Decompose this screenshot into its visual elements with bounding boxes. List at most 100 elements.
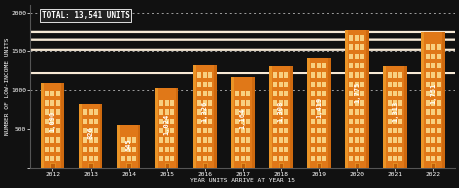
Bar: [235, 156, 239, 161]
Bar: [197, 128, 201, 133]
Bar: [50, 147, 54, 152]
Bar: [386, 109, 391, 115]
Bar: [322, 72, 326, 78]
Bar: [386, 147, 391, 152]
Bar: [354, 91, 358, 96]
Bar: [202, 128, 206, 133]
Text: 1,164: 1,164: [239, 107, 245, 129]
Bar: [316, 91, 320, 96]
Bar: [360, 72, 364, 78]
Bar: [235, 91, 239, 96]
Bar: [208, 156, 212, 161]
Bar: [392, 156, 396, 161]
Bar: [278, 109, 282, 115]
Bar: [40, 83, 64, 168]
Bar: [365, 30, 368, 168]
Bar: [159, 137, 163, 143]
Bar: [208, 109, 212, 115]
Bar: [273, 128, 277, 133]
Bar: [235, 147, 239, 152]
Bar: [202, 100, 206, 106]
Bar: [397, 147, 402, 152]
Bar: [246, 91, 250, 96]
Bar: [360, 128, 364, 133]
Bar: [311, 82, 315, 87]
Bar: [436, 91, 440, 96]
Bar: [94, 147, 98, 152]
Bar: [159, 128, 163, 133]
Bar: [197, 100, 201, 106]
Text: 1,419: 1,419: [315, 96, 321, 118]
Bar: [430, 72, 434, 78]
Ellipse shape: [0, 72, 147, 74]
Bar: [397, 109, 402, 115]
Bar: [322, 119, 326, 124]
Bar: [284, 147, 288, 152]
Bar: [316, 100, 320, 106]
Bar: [425, 147, 429, 152]
Bar: [316, 163, 320, 168]
Bar: [430, 109, 434, 115]
Bar: [273, 100, 277, 106]
Bar: [246, 100, 250, 106]
Ellipse shape: [11, 72, 459, 74]
Bar: [386, 91, 391, 96]
Text: 1,751: 1,751: [429, 82, 435, 104]
Bar: [430, 163, 434, 168]
Bar: [425, 100, 429, 106]
Bar: [354, 54, 358, 59]
Bar: [126, 137, 130, 143]
Ellipse shape: [0, 39, 459, 41]
Bar: [155, 88, 178, 168]
Bar: [208, 82, 212, 87]
Bar: [397, 72, 402, 78]
Bar: [56, 137, 60, 143]
Ellipse shape: [0, 49, 459, 50]
Bar: [322, 156, 326, 161]
Ellipse shape: [7, 39, 459, 40]
Bar: [269, 66, 292, 168]
Bar: [386, 72, 391, 78]
Bar: [307, 58, 309, 168]
Bar: [170, 128, 174, 133]
Bar: [284, 100, 288, 106]
Bar: [322, 100, 326, 106]
Bar: [273, 72, 277, 78]
Y-axis label: NUMBER OF LOW-INCOME UNITS: NUMBER OF LOW-INCOME UNITS: [5, 37, 10, 135]
Bar: [397, 128, 402, 133]
Bar: [425, 63, 429, 68]
Bar: [246, 119, 250, 124]
Bar: [45, 137, 49, 143]
Bar: [354, 137, 358, 143]
Bar: [436, 119, 440, 124]
Bar: [202, 137, 206, 143]
Bar: [273, 109, 277, 115]
Bar: [436, 44, 440, 50]
Bar: [235, 100, 239, 106]
Bar: [235, 109, 239, 115]
Bar: [430, 63, 434, 68]
Bar: [192, 65, 216, 168]
Bar: [197, 119, 201, 124]
Bar: [420, 32, 423, 168]
Bar: [430, 44, 434, 50]
Bar: [240, 147, 244, 152]
Bar: [436, 137, 440, 143]
Bar: [278, 119, 282, 124]
Bar: [284, 119, 288, 124]
Text: TOTAL: 13,541 UNITS: TOTAL: 13,541 UNITS: [42, 11, 129, 20]
Bar: [392, 147, 396, 152]
Bar: [208, 147, 212, 152]
Bar: [397, 156, 402, 161]
Bar: [349, 72, 353, 78]
Bar: [425, 137, 429, 143]
Bar: [273, 156, 277, 161]
Bar: [316, 82, 320, 87]
Ellipse shape: [0, 72, 459, 74]
Bar: [360, 91, 364, 96]
Bar: [278, 156, 282, 161]
Bar: [360, 156, 364, 161]
Bar: [45, 119, 49, 124]
Bar: [403, 66, 406, 168]
Bar: [322, 147, 326, 152]
